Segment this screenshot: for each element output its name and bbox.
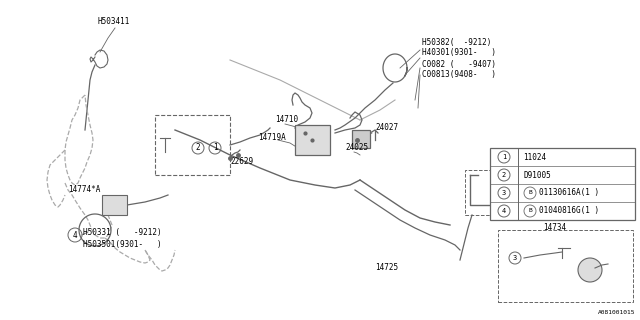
Text: B: B	[528, 190, 532, 196]
Text: 1: 1	[502, 154, 506, 160]
Bar	[498, 230, 633, 302]
Text: 14733: 14733	[561, 290, 584, 299]
Bar	[295, 125, 330, 155]
Text: H503501(9301-   ): H503501(9301- )	[83, 239, 162, 249]
Text: 4: 4	[502, 208, 506, 214]
Text: A081001015: A081001015	[598, 310, 635, 315]
Text: 22629: 22629	[230, 157, 253, 166]
Bar	[102, 195, 127, 215]
Text: C00813(9408-   ): C00813(9408- )	[422, 70, 496, 79]
Text: 14725: 14725	[375, 263, 398, 273]
Text: 14734: 14734	[543, 223, 566, 233]
Text: 4: 4	[73, 230, 77, 239]
Text: H40301(9301-   ): H40301(9301- )	[422, 49, 496, 58]
Text: 11024: 11024	[523, 153, 546, 162]
Bar	[465, 170, 500, 215]
Text: C0082 (   -9407): C0082 ( -9407)	[422, 60, 496, 68]
Text: 14774*A: 14774*A	[68, 186, 100, 195]
Text: H50382(  -9212): H50382( -9212)	[422, 37, 492, 46]
Text: H503411: H503411	[98, 18, 131, 27]
Bar	[352, 130, 370, 148]
Bar	[155, 115, 230, 175]
Text: 3: 3	[513, 255, 517, 261]
Text: 2: 2	[502, 172, 506, 178]
Text: 1: 1	[212, 143, 218, 153]
Text: 01040816G(1 ): 01040816G(1 )	[539, 206, 599, 215]
Text: 2: 2	[196, 143, 200, 153]
Text: 24025: 24025	[345, 143, 368, 153]
Bar	[490, 148, 635, 220]
Text: 01130616A(1 ): 01130616A(1 )	[539, 188, 599, 197]
Circle shape	[578, 258, 602, 282]
Text: 3: 3	[502, 190, 506, 196]
Text: 14719A: 14719A	[258, 133, 285, 142]
Text: A50632: A50632	[583, 281, 607, 287]
Text: B: B	[528, 209, 532, 213]
Text: 14710: 14710	[275, 116, 298, 124]
Text: 24027: 24027	[375, 124, 398, 132]
Text: H50331 (   -9212): H50331 ( -9212)	[83, 228, 162, 237]
Text: 14729: 14729	[500, 213, 523, 222]
Text: D91005: D91005	[523, 171, 551, 180]
